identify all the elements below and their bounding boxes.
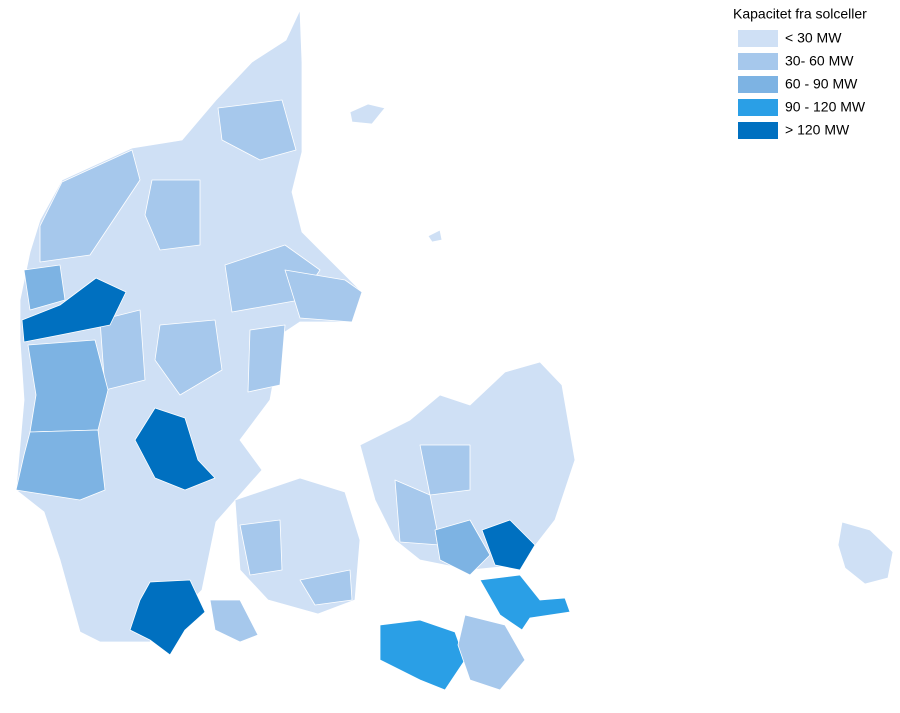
region [134,407,216,491]
region [479,574,571,631]
legend-label: 30- 60 MW [785,53,854,69]
legend-label: 90 - 120 MW [785,99,866,115]
region [39,149,141,263]
legend-label: < 30 MW [785,30,842,46]
region [481,519,536,571]
region [99,309,146,391]
region [23,264,66,311]
region [284,269,363,323]
region [15,429,106,501]
region [247,324,286,393]
falster [457,614,526,691]
legend-label: 60 - 90 MW [785,76,858,92]
legend-swatch [738,53,778,70]
region [217,99,297,161]
legend-swatch [738,99,778,116]
lolland [379,619,466,691]
region [419,444,471,496]
legend-label: > 120 MW [785,122,850,138]
legend-swatch [738,30,778,47]
region [27,339,109,433]
region [209,599,259,643]
regions [15,9,894,691]
legend: Kapacitet fra solceller < 30 MW 30- 60 MW… [733,6,867,139]
anholt [427,229,443,243]
legend-swatch [738,122,778,139]
laeso [349,103,386,125]
region [239,519,283,576]
region [21,277,127,343]
region [144,179,201,251]
bornholm [837,521,894,585]
region [129,579,206,656]
region [434,519,491,576]
legend-swatch [738,76,778,93]
legend-title: Kapacitet fra solceller [733,6,867,22]
region [299,569,353,606]
region [154,319,223,396]
